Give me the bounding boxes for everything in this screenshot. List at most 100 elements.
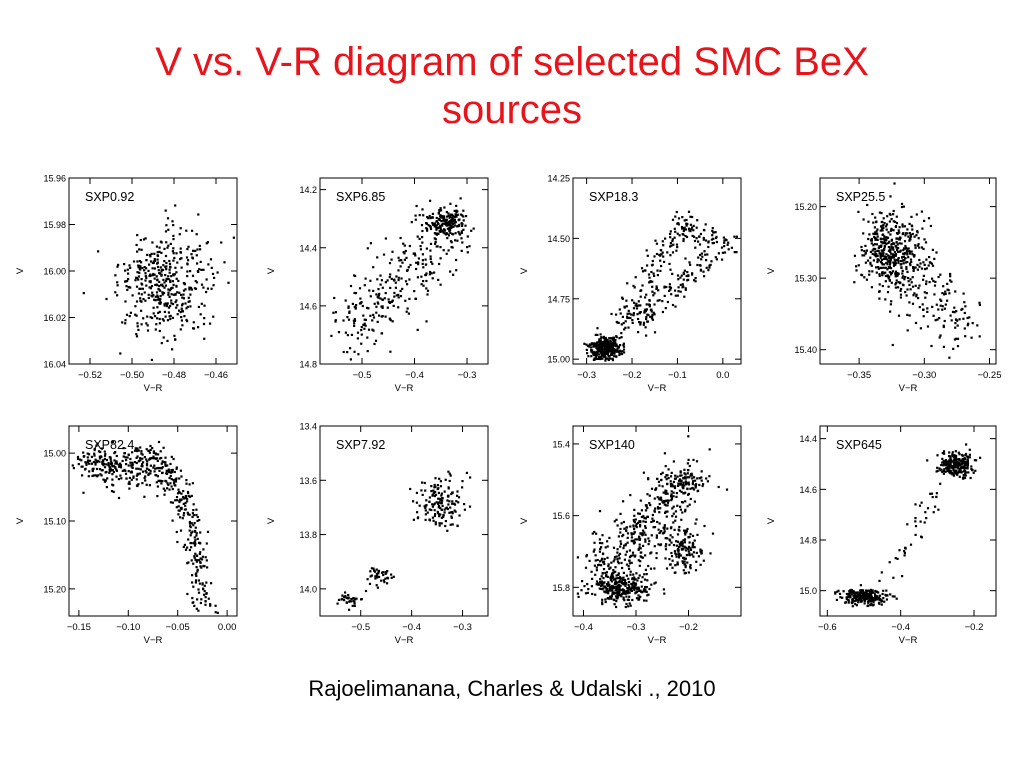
data-point xyxy=(963,301,966,304)
data-point xyxy=(669,563,672,566)
data-point xyxy=(659,531,662,534)
data-point xyxy=(202,587,205,590)
data-point xyxy=(615,605,618,609)
data-point xyxy=(102,459,105,462)
data-point xyxy=(871,591,874,594)
data-point xyxy=(348,311,351,314)
data-point xyxy=(904,232,907,235)
data-point xyxy=(883,235,886,238)
data-point xyxy=(597,356,601,359)
data-point xyxy=(101,461,104,464)
data-point xyxy=(152,455,155,458)
data-point xyxy=(904,234,907,237)
data-point xyxy=(886,236,890,239)
data-point xyxy=(447,470,450,473)
panel-label: SXP18.3 xyxy=(589,190,638,204)
data-point xyxy=(148,451,151,454)
data-point xyxy=(657,528,660,531)
data-point xyxy=(434,238,437,241)
data-point xyxy=(695,551,698,554)
data-point xyxy=(71,464,74,467)
data-point xyxy=(706,253,709,256)
data-point xyxy=(658,299,661,302)
y-tick-label: 15.6 xyxy=(552,511,570,521)
data-point xyxy=(180,257,183,260)
data-point xyxy=(145,284,148,287)
data-point xyxy=(456,225,459,228)
data-point xyxy=(889,213,892,216)
data-point xyxy=(175,506,178,509)
data-point xyxy=(167,244,170,247)
data-point xyxy=(643,516,646,519)
data-point xyxy=(595,580,599,583)
data-point xyxy=(628,602,631,605)
data-point xyxy=(956,460,959,463)
data-point xyxy=(165,277,168,280)
data-point xyxy=(902,284,905,287)
data-point xyxy=(834,591,837,594)
data-point xyxy=(644,590,647,593)
data-point xyxy=(653,582,656,585)
data-point xyxy=(190,288,193,291)
data-point xyxy=(633,301,636,304)
data-point xyxy=(152,312,155,315)
data-point xyxy=(960,470,963,473)
data-point xyxy=(390,277,393,280)
data-point xyxy=(188,483,191,486)
slide-title-line-1: V vs. V-R diagram of selected SMC BeX xyxy=(155,40,869,84)
data-point xyxy=(172,273,175,276)
data-point xyxy=(104,453,107,456)
data-point xyxy=(620,580,624,583)
data-point xyxy=(349,358,352,361)
data-point xyxy=(623,306,626,309)
data-point xyxy=(430,508,433,512)
data-point xyxy=(177,488,180,491)
data-point xyxy=(167,278,170,281)
data-point xyxy=(149,273,152,276)
data-point xyxy=(205,592,208,595)
data-point xyxy=(869,593,873,596)
data-point xyxy=(651,513,654,517)
data-point xyxy=(209,604,212,607)
data-point xyxy=(434,240,437,244)
data-point xyxy=(388,276,391,279)
data-point xyxy=(908,232,911,235)
data-point xyxy=(156,261,159,264)
data-point xyxy=(437,502,440,505)
data-point xyxy=(884,280,887,283)
data-point xyxy=(883,239,886,242)
data-point xyxy=(903,259,906,262)
data-point xyxy=(960,467,963,470)
data-point xyxy=(461,480,464,483)
data-point xyxy=(457,501,460,504)
data-point xyxy=(635,523,638,526)
data-point xyxy=(593,564,596,567)
data-point xyxy=(94,458,97,461)
data-point xyxy=(169,242,172,245)
data-point xyxy=(634,524,638,527)
data-point xyxy=(690,553,694,556)
data-point xyxy=(207,597,210,600)
y-tick-label: 14.50 xyxy=(547,234,570,244)
data-point xyxy=(889,310,892,313)
data-point xyxy=(597,340,600,343)
data-point xyxy=(941,461,944,464)
data-point xyxy=(134,447,137,450)
data-point xyxy=(465,471,468,474)
data-point xyxy=(433,486,436,489)
data-point xyxy=(890,218,893,221)
data-point xyxy=(422,266,425,269)
data-point xyxy=(955,310,958,313)
data-point xyxy=(659,507,662,510)
data-point xyxy=(129,266,132,269)
data-point xyxy=(946,469,949,473)
data-point xyxy=(914,533,917,536)
data-point xyxy=(463,508,466,511)
data-point xyxy=(665,543,668,546)
data-point xyxy=(877,259,881,262)
data-point xyxy=(202,286,205,289)
data-point xyxy=(650,270,653,274)
data-point xyxy=(148,458,151,461)
data-point xyxy=(683,529,686,532)
data-point xyxy=(882,224,885,227)
